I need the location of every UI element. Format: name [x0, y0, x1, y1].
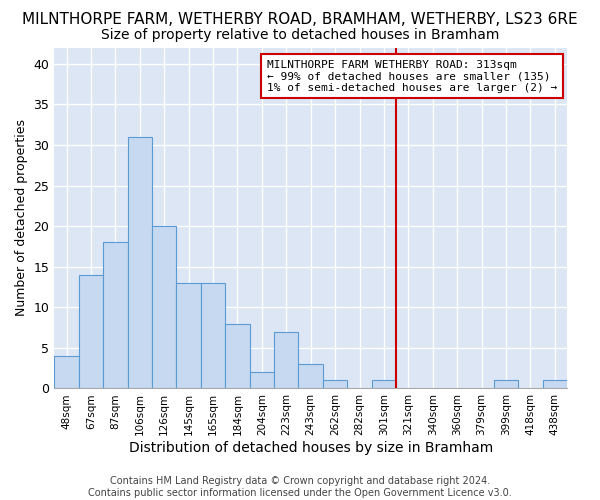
- Bar: [225, 324, 250, 388]
- Bar: [250, 372, 274, 388]
- Bar: [176, 283, 201, 389]
- Bar: [274, 332, 298, 388]
- Bar: [152, 226, 176, 388]
- Bar: [542, 380, 567, 388]
- X-axis label: Distribution of detached houses by size in Bramham: Distribution of detached houses by size …: [128, 441, 493, 455]
- Text: MILNTHORPE FARM, WETHERBY ROAD, BRAMHAM, WETHERBY, LS23 6RE: MILNTHORPE FARM, WETHERBY ROAD, BRAMHAM,…: [22, 12, 578, 28]
- Bar: [298, 364, 323, 388]
- Bar: [103, 242, 128, 388]
- Bar: [494, 380, 518, 388]
- Bar: [323, 380, 347, 388]
- Bar: [372, 380, 396, 388]
- Text: Size of property relative to detached houses in Bramham: Size of property relative to detached ho…: [101, 28, 499, 42]
- Bar: [54, 356, 79, 388]
- Y-axis label: Number of detached properties: Number of detached properties: [15, 120, 28, 316]
- Text: Contains HM Land Registry data © Crown copyright and database right 2024.
Contai: Contains HM Land Registry data © Crown c…: [88, 476, 512, 498]
- Bar: [128, 137, 152, 388]
- Bar: [79, 275, 103, 388]
- Bar: [201, 283, 225, 389]
- Text: MILNTHORPE FARM WETHERBY ROAD: 313sqm
← 99% of detached houses are smaller (135): MILNTHORPE FARM WETHERBY ROAD: 313sqm ← …: [267, 60, 557, 93]
